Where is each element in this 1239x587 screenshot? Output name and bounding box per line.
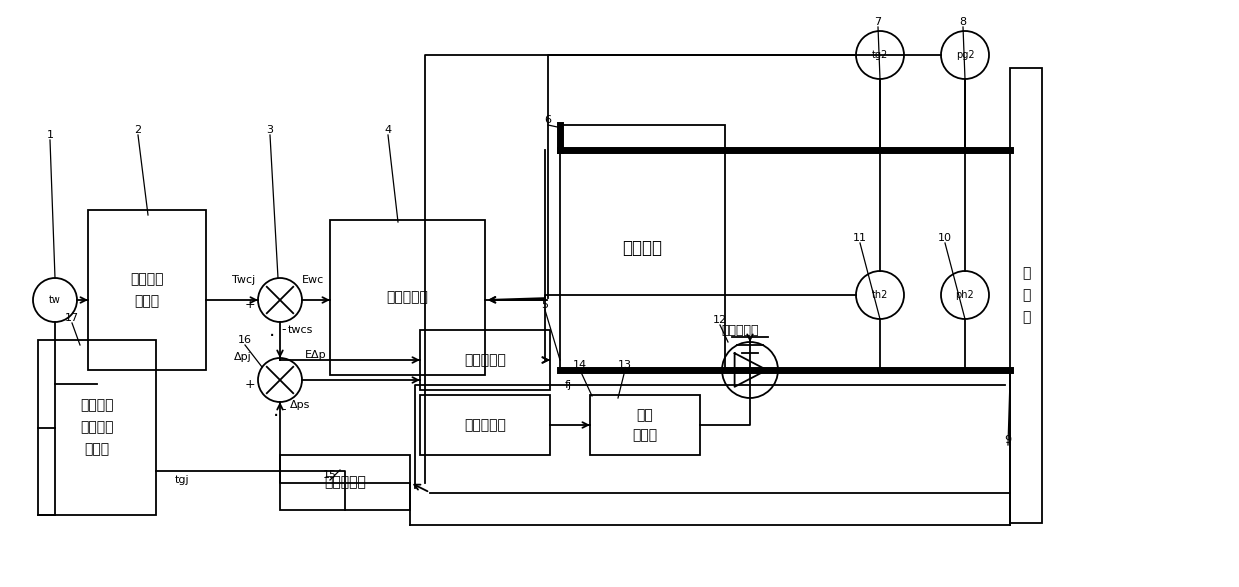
Text: 8: 8 bbox=[959, 17, 966, 27]
Text: Δps: Δps bbox=[290, 400, 311, 410]
Text: 生成器: 生成器 bbox=[84, 443, 109, 457]
Text: ph2: ph2 bbox=[955, 290, 974, 300]
Text: 温差转换器: 温差转换器 bbox=[465, 353, 506, 367]
Text: .: . bbox=[273, 400, 279, 420]
Text: EΔp: EΔp bbox=[305, 350, 327, 360]
Text: 7: 7 bbox=[875, 17, 882, 27]
Text: 10: 10 bbox=[938, 233, 952, 243]
Text: 温差调控器: 温差调控器 bbox=[387, 291, 429, 305]
Text: 压差转换器: 压差转换器 bbox=[325, 475, 366, 490]
Bar bbox=[330, 220, 484, 375]
Text: 12: 12 bbox=[712, 315, 727, 325]
Text: 13: 13 bbox=[618, 360, 632, 370]
Text: 户: 户 bbox=[1022, 311, 1030, 325]
Bar bbox=[420, 395, 550, 455]
Bar bbox=[560, 125, 725, 370]
Text: 6: 6 bbox=[544, 115, 551, 125]
Bar bbox=[38, 340, 156, 515]
Text: +: + bbox=[244, 377, 255, 390]
Text: 计算温差: 计算温差 bbox=[130, 272, 164, 286]
Text: 14: 14 bbox=[572, 360, 587, 370]
Bar bbox=[280, 455, 410, 510]
Text: +: + bbox=[244, 298, 255, 311]
Text: Δpj: Δpj bbox=[234, 352, 252, 362]
Text: 2: 2 bbox=[135, 125, 141, 135]
Text: 参考供温: 参考供温 bbox=[81, 420, 114, 434]
Text: -: - bbox=[281, 403, 286, 417]
Text: 冷网循环泵: 冷网循环泵 bbox=[721, 323, 758, 336]
Text: 3: 3 bbox=[266, 125, 274, 135]
Text: 17: 17 bbox=[64, 313, 79, 323]
Text: twcs: twcs bbox=[287, 325, 313, 335]
Bar bbox=[88, 210, 206, 370]
Text: 15: 15 bbox=[323, 470, 337, 480]
Text: 1: 1 bbox=[47, 130, 53, 140]
Text: 冷: 冷 bbox=[1022, 266, 1030, 281]
Text: tw: tw bbox=[50, 295, 61, 305]
Text: -: - bbox=[281, 323, 286, 336]
Text: 5: 5 bbox=[541, 300, 549, 310]
Bar bbox=[1010, 68, 1042, 523]
Text: 16: 16 bbox=[238, 335, 252, 345]
Text: 冷水机组: 冷水机组 bbox=[622, 238, 663, 257]
Text: 冷水机组: 冷水机组 bbox=[81, 399, 114, 413]
Text: 4: 4 bbox=[384, 125, 392, 135]
Text: tg2: tg2 bbox=[872, 50, 888, 60]
Text: 用: 用 bbox=[1022, 288, 1030, 302]
Text: 冷网: 冷网 bbox=[637, 408, 653, 422]
Text: fj: fj bbox=[565, 380, 572, 390]
Text: 生成器: 生成器 bbox=[135, 294, 160, 308]
Text: th2: th2 bbox=[872, 290, 888, 300]
Text: .: . bbox=[269, 321, 275, 339]
Bar bbox=[420, 330, 550, 390]
Text: 9: 9 bbox=[1005, 435, 1011, 445]
Text: Twcj: Twcj bbox=[232, 275, 255, 285]
Bar bbox=[590, 395, 700, 455]
Text: pg2: pg2 bbox=[955, 50, 974, 60]
Text: 压差调控器: 压差调控器 bbox=[465, 418, 506, 432]
Text: Ewc: Ewc bbox=[302, 275, 325, 285]
Text: tgj: tgj bbox=[175, 475, 190, 485]
Text: 11: 11 bbox=[852, 233, 867, 243]
Text: 变频器: 变频器 bbox=[632, 428, 658, 442]
